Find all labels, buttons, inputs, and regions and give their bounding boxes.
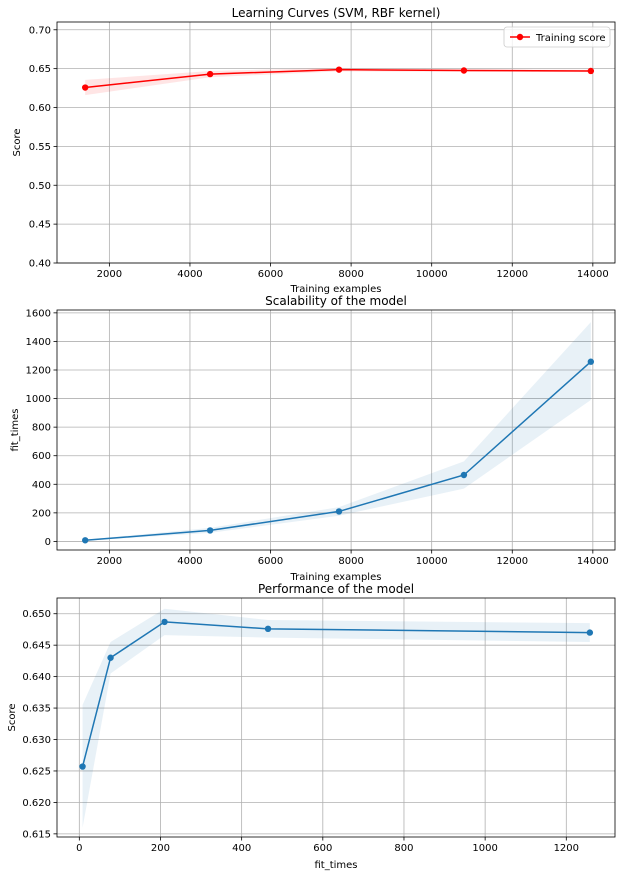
x-tick-label: 0 bbox=[76, 843, 82, 854]
chart-title: Scalability of the model bbox=[265, 294, 407, 308]
data-point bbox=[460, 67, 468, 74]
y-tick-label: 0.65 bbox=[29, 64, 51, 75]
data-point bbox=[460, 471, 468, 479]
chart-title: Performance of the model bbox=[258, 582, 414, 596]
data-point bbox=[82, 84, 89, 91]
y-tick-label: 0.615 bbox=[22, 829, 51, 840]
x-tick-label: 4000 bbox=[177, 556, 202, 567]
data-point bbox=[161, 618, 168, 626]
y-tick-label: 0.630 bbox=[22, 735, 51, 746]
confidence-band bbox=[85, 322, 591, 541]
y-tick-label: 0.50 bbox=[29, 181, 51, 192]
x-tick-label: 14000 bbox=[577, 269, 609, 280]
data-point bbox=[206, 70, 214, 78]
y-tick-label: 0.645 bbox=[22, 641, 51, 652]
y-tick-label: 1000 bbox=[26, 394, 51, 405]
x-tick-label: 12000 bbox=[496, 269, 528, 280]
y-tick-label: 1400 bbox=[26, 337, 51, 348]
plot-frame bbox=[56, 21, 616, 264]
x-tick-label: 4000 bbox=[177, 269, 202, 280]
x-tick-label: 400 bbox=[232, 843, 251, 854]
x-tick-label: 8000 bbox=[338, 556, 363, 567]
chart-title: Learning Curves (SVM, RBF kernel) bbox=[232, 6, 441, 20]
chart-3: 0 200 400 600 800 1000 1200 0.615 0.620 0.625 0.63… bbox=[7, 582, 616, 871]
x-tick-label: 8000 bbox=[338, 269, 363, 280]
x-tick-label: 14000 bbox=[577, 556, 609, 567]
x-tick-label: 600 bbox=[313, 843, 332, 854]
y-tick-label: 0.625 bbox=[22, 766, 51, 777]
y-tick-label: 0.45 bbox=[29, 220, 51, 231]
y-tick-label: 1200 bbox=[26, 366, 51, 377]
y-tick-label: 0.55 bbox=[29, 142, 51, 153]
data-point bbox=[586, 629, 594, 636]
x-tick-label: 2000 bbox=[97, 269, 122, 280]
legend-box bbox=[503, 26, 611, 48]
x-tick-label: 6000 bbox=[258, 269, 283, 280]
y-tick-label: 0 bbox=[45, 537, 51, 548]
y-tick-label: 600 bbox=[32, 451, 51, 462]
y-tick-label: 0.40 bbox=[29, 259, 51, 270]
x-tick-label: 2000 bbox=[97, 556, 122, 567]
series-line bbox=[81, 621, 590, 767]
y-tick-label: 800 bbox=[32, 423, 51, 434]
plot-frame bbox=[56, 597, 616, 838]
y-tick-label: 0.620 bbox=[22, 798, 51, 809]
y-tick-label: 0.650 bbox=[22, 609, 51, 620]
y-tick-label: 0.635 bbox=[22, 704, 51, 715]
data-point bbox=[79, 763, 86, 770]
y-tick-label: 0.70 bbox=[29, 25, 51, 36]
y-axis-label: Score bbox=[12, 128, 23, 156]
data-point bbox=[206, 527, 214, 534]
data-point bbox=[587, 358, 595, 365]
y-tick-label: 0.60 bbox=[29, 103, 51, 114]
data-point bbox=[587, 67, 595, 75]
x-tick-label: 200 bbox=[151, 843, 170, 854]
x-axis-label: fit_times bbox=[314, 860, 357, 871]
x-tick-label: 1200 bbox=[554, 843, 579, 854]
confidence-band bbox=[82, 608, 590, 828]
legend: Training score bbox=[503, 26, 611, 48]
chart-2: 2000 4000 6000 8000 10000 12000 14000 0 200 400 60… bbox=[10, 294, 616, 583]
y-tick-label: 0.640 bbox=[22, 672, 51, 683]
x-axis-label: Training examples bbox=[290, 284, 382, 295]
data-point bbox=[335, 66, 343, 73]
x-tick-label: 6000 bbox=[258, 556, 283, 567]
x-tick-label: 12000 bbox=[496, 556, 528, 567]
x-tick-label: 1000 bbox=[472, 843, 497, 854]
data-point bbox=[107, 654, 114, 661]
legend-marker bbox=[516, 33, 524, 41]
x-axis-label: Training examples bbox=[290, 572, 382, 583]
data-point bbox=[82, 537, 89, 544]
y-axis-label: Score bbox=[7, 703, 18, 731]
x-tick-label: 10000 bbox=[416, 269, 448, 280]
data-point bbox=[264, 625, 272, 633]
plot-frame bbox=[56, 309, 616, 551]
y-tick-label: 200 bbox=[32, 508, 51, 519]
y-tick-label: 400 bbox=[32, 480, 51, 491]
legend-label: Training score bbox=[535, 33, 606, 44]
x-tick-label: 800 bbox=[394, 843, 413, 854]
y-tick-label: 1600 bbox=[26, 308, 51, 319]
y-axis-label: fit_times bbox=[10, 408, 21, 451]
x-tick-label: 10000 bbox=[416, 556, 448, 567]
chart-1: 2000 4000 6000 8000 10000 12000 14000 0.40 0.45 0… bbox=[12, 6, 616, 295]
data-point bbox=[335, 508, 343, 515]
